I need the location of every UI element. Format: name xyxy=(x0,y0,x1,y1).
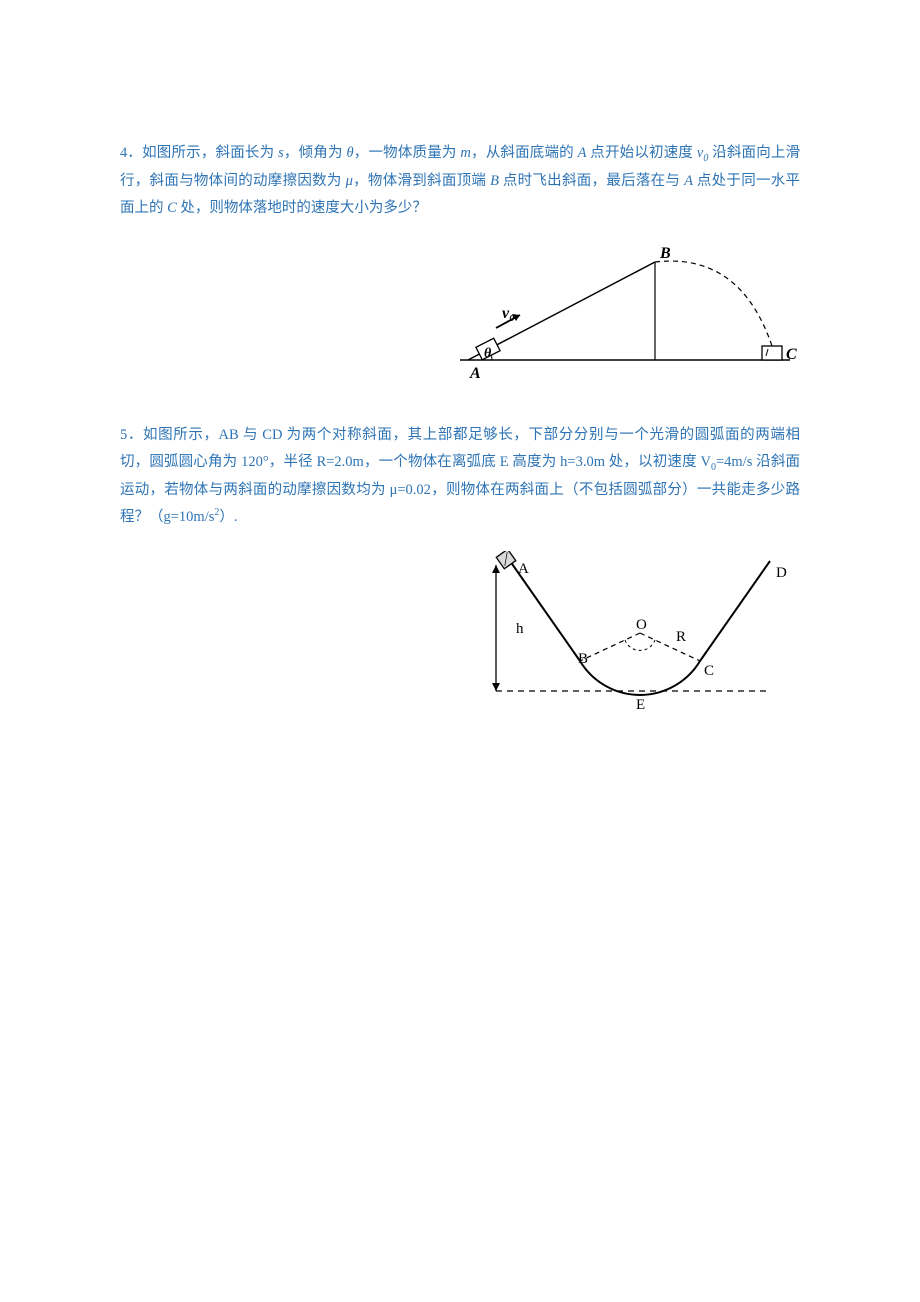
svg-text:h: h xyxy=(516,621,524,637)
svg-text:A: A xyxy=(469,365,481,382)
p5-t1: ．如图所示，AB 与 CD 为两个对称斜面，其上部都足够长，下部分分别与一个光滑… xyxy=(120,427,800,470)
svg-text:E: E xyxy=(636,697,645,713)
p4-m: m xyxy=(460,145,470,161)
p4-t2: ，倾角为 xyxy=(284,145,347,161)
p4-t7: ，物体滑到斜面顶端 xyxy=(353,173,490,189)
problem-5: 5．如图所示，AB 与 CD 为两个对称斜面，其上部都足够长，下部分分别与一个光… xyxy=(120,422,800,531)
figure-2: A B C D E O Rh xyxy=(470,551,800,721)
figure-1-holder: A B Cv₀ θ xyxy=(120,242,800,382)
svg-text:O: O xyxy=(636,617,647,633)
p4-t8: 点时飞出斜面，最后落在与 xyxy=(499,173,684,189)
p4-A2: A xyxy=(684,173,693,189)
svg-text:v₀: v₀ xyxy=(502,305,515,322)
svg-text:A: A xyxy=(518,561,529,577)
p4-theta: θ xyxy=(346,145,353,161)
svg-text:B: B xyxy=(578,651,588,667)
p4-C: C xyxy=(167,200,177,216)
p4-t1: ．如图所示，斜面长为 xyxy=(127,145,278,161)
svg-text:θ: θ xyxy=(484,346,492,361)
p4-B: B xyxy=(490,173,499,189)
p4-t10: 处，则物体落地时的速度大小为多少？ xyxy=(177,200,427,216)
svg-text:C: C xyxy=(786,346,797,363)
p4-t5: 点开始以初速度 xyxy=(587,145,697,161)
p4-mu: μ xyxy=(346,173,353,189)
problem-4: 4．如图所示，斜面长为 s，倾角为 θ，一物体质量为 m，从斜面底端的 A 点开… xyxy=(120,140,800,222)
p4-t3: ，一物体质量为 xyxy=(354,145,461,161)
svg-text:D: D xyxy=(776,565,787,581)
figure-1: A B Cv₀ θ xyxy=(440,242,800,382)
svg-text:R: R xyxy=(676,629,686,645)
svg-text:C: C xyxy=(704,663,714,679)
p4-A: A xyxy=(578,145,587,161)
p5-t3: ）. xyxy=(219,509,237,525)
svg-text:B: B xyxy=(659,245,671,262)
figure-2-holder: A B C D E O Rh xyxy=(120,551,800,721)
p4-t4: ，从斜面底端的 xyxy=(471,145,578,161)
